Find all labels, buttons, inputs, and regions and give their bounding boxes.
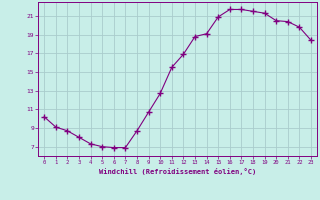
X-axis label: Windchill (Refroidissement éolien,°C): Windchill (Refroidissement éolien,°C): [99, 168, 256, 175]
